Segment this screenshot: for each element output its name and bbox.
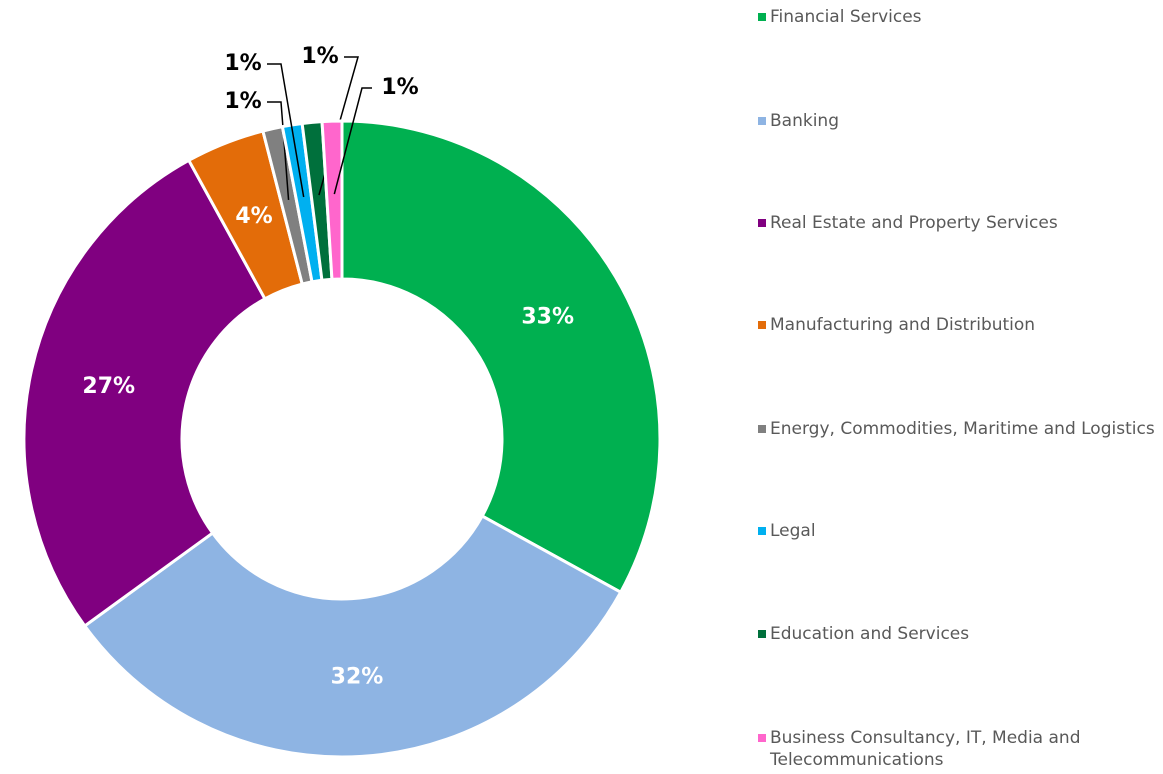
data-label: 33% <box>521 304 574 329</box>
legend-swatch <box>758 321 766 329</box>
data-label: 4% <box>235 204 272 229</box>
legend-swatch <box>758 13 766 21</box>
data-label: 1% <box>381 75 418 100</box>
leader-line <box>267 63 305 198</box>
donut-slice <box>340 119 662 595</box>
donut-slice <box>320 119 344 281</box>
data-label: 27% <box>82 374 135 399</box>
legend-item: Legal <box>758 520 1163 542</box>
legend-label: Manufacturing and Distribution <box>770 315 1036 335</box>
legend-label: Energy, Commodities, Maritime and Logist… <box>770 419 1155 439</box>
legend-item: Education and Services <box>758 623 1163 645</box>
leader-line <box>267 101 290 200</box>
legend-item: Energy, Commodities, Maritime and Logist… <box>758 418 1163 440</box>
legend-swatch <box>758 630 766 638</box>
legend-item: Financial Services <box>758 6 1163 28</box>
data-label: 32% <box>331 665 384 690</box>
donut-chart: 33% 32% 27% 4% 1% 1% 1% 1% <box>22 44 662 759</box>
data-label: 1% <box>301 44 338 69</box>
legend-swatch <box>758 734 766 742</box>
legend-label: Education and Services <box>770 624 970 644</box>
legend-swatch <box>758 527 766 535</box>
donut-slice <box>82 514 623 759</box>
legend-label: Legal <box>770 521 816 541</box>
legend-swatch <box>758 117 766 125</box>
legend-item: Manufacturing and Distribution <box>758 314 1163 336</box>
legend-label: Real Estate and Property Services <box>770 213 1058 233</box>
legend-swatch <box>758 425 766 433</box>
legend-item: Real Estate and Property Services <box>758 212 1163 234</box>
legend-item: Business Consultancy, IT, Media and Tele… <box>758 727 1163 771</box>
legend-item: Banking <box>758 110 1163 132</box>
legend-label: Business Consultancy, IT, Media and Tele… <box>770 728 1081 770</box>
legend-label: Banking <box>770 111 839 131</box>
legend-swatch <box>758 219 766 227</box>
leader-line <box>333 87 372 195</box>
data-label: 1% <box>224 51 261 76</box>
data-label: 1% <box>224 89 261 114</box>
legend-label: Financial Services <box>770 7 922 27</box>
donut-slice <box>22 158 267 629</box>
